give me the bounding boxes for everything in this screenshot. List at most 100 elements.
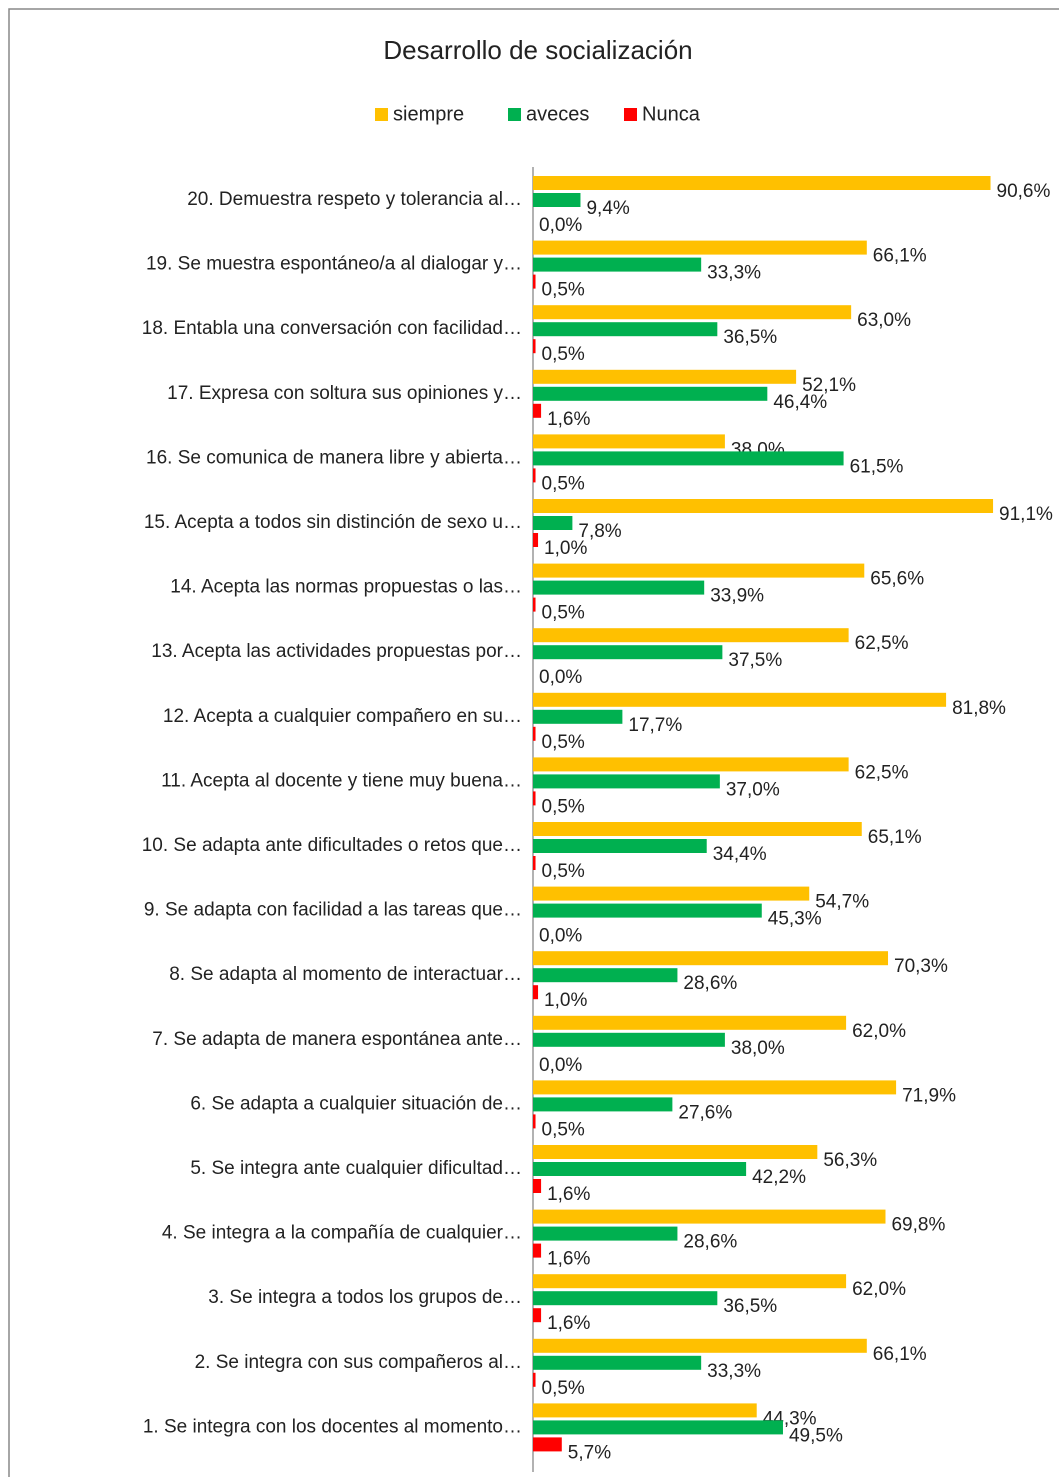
value-label: 0,0% [539, 215, 582, 236]
bar [533, 176, 991, 190]
value-label: 90,6% [997, 181, 1051, 202]
value-label: 65,6% [870, 569, 924, 590]
bar [533, 257, 702, 272]
category-label: 15. Acepta a todos sin distinción de sex… [144, 512, 522, 533]
value-label: 28,6% [683, 1232, 737, 1253]
category-label: 18. Entabla una conversación con facilid… [142, 318, 522, 339]
value-label: 62,5% [855, 633, 909, 654]
value-label: 36,5% [723, 1296, 777, 1317]
bar [533, 403, 542, 418]
category-label: 20. Demuestra respeto y tolerancia al… [187, 189, 522, 210]
bar [533, 386, 768, 401]
legend: siempre aveces Nunca [375, 103, 701, 125]
value-label: 0,5% [542, 280, 585, 301]
value-label: 33,3% [707, 263, 761, 284]
bar [533, 645, 723, 660]
value-label: 27,6% [678, 1102, 732, 1123]
bar [533, 468, 536, 483]
value-label: 63,0% [857, 310, 911, 331]
bar [533, 822, 862, 836]
chart-title: Desarrollo de socialización [383, 35, 692, 65]
value-label: 33,3% [707, 1361, 761, 1382]
value-label: 62,5% [855, 762, 909, 783]
value-label: 1,6% [547, 1184, 590, 1205]
value-label: 54,7% [815, 892, 869, 913]
plot-area: 1. Se integra con los docentes al moment… [142, 167, 1053, 1472]
value-label: 7,8% [578, 521, 621, 542]
value-label: 0,5% [542, 1378, 585, 1399]
bar [533, 1274, 847, 1289]
value-label: 28,6% [683, 973, 737, 994]
legend-swatch [375, 108, 388, 121]
bar [533, 903, 762, 918]
bar [533, 1179, 542, 1193]
value-label: 0,5% [542, 796, 585, 817]
value-label: 81,8% [952, 698, 1006, 719]
bar [533, 1162, 747, 1176]
bar [533, 985, 539, 1000]
value-label: 0,0% [539, 667, 582, 688]
value-label: 17,7% [628, 715, 682, 736]
bar [533, 434, 725, 449]
value-label: 69,8% [891, 1215, 945, 1236]
bar [533, 533, 539, 547]
bar [533, 709, 623, 724]
category-label: 5. Se integra ante cualquier dificultad… [190, 1158, 522, 1179]
category-label: 13. Acepta las actividades propuestas po… [151, 641, 522, 662]
category-label: 6. Se adapta a cualquier situación de… [190, 1093, 522, 1114]
value-label: 71,9% [902, 1085, 956, 1106]
value-label: 49,5% [789, 1425, 843, 1446]
category-label: 11. Acepta al docente y tiene muy buena… [161, 770, 522, 791]
value-label: 0,5% [542, 473, 585, 494]
bar [533, 1209, 886, 1224]
value-label: 66,1% [873, 246, 927, 267]
value-label: 1,6% [547, 1313, 590, 1334]
bar [533, 1355, 702, 1370]
value-label: 0,0% [539, 1055, 582, 1076]
value-label: 34,4% [713, 844, 767, 865]
bar [533, 369, 797, 384]
bar [533, 968, 678, 983]
category-label: 16. Se comunica de manera libre y abiert… [146, 447, 522, 468]
bar [533, 726, 536, 741]
value-label: 70,3% [894, 956, 948, 977]
bar [533, 451, 844, 466]
value-label: 5,7% [568, 1442, 611, 1463]
value-label: 61,5% [850, 456, 904, 477]
category-label: 9. Se adapta con facilidad a las tareas … [144, 900, 522, 921]
value-label: 33,9% [710, 586, 764, 607]
legend-label: Nunca [642, 103, 701, 125]
value-label: 0,5% [542, 732, 585, 753]
bar [533, 1080, 897, 1095]
bar [533, 580, 705, 595]
category-label: 4. Se integra a la compañía de cualquier… [162, 1223, 522, 1244]
bar [533, 757, 849, 772]
value-label: 52,1% [802, 375, 856, 396]
category-label: 7. Se adapta de manera espontánea ante… [152, 1029, 522, 1050]
value-label: 62,0% [852, 1021, 906, 1042]
bar [533, 1437, 562, 1452]
value-label: 66,1% [873, 1344, 927, 1365]
bar [533, 886, 810, 901]
value-label: 0,5% [542, 1119, 585, 1140]
bar [533, 1097, 673, 1112]
bar [533, 1243, 542, 1258]
value-label: 0,0% [539, 926, 582, 947]
value-label: 1,0% [544, 538, 587, 559]
value-label: 45,3% [768, 909, 822, 930]
value-label: 1,6% [547, 1249, 590, 1270]
bar [533, 1032, 725, 1047]
value-label: 1,6% [547, 409, 590, 430]
value-label: 0,5% [542, 603, 585, 624]
bar [533, 1403, 757, 1418]
bar [533, 597, 536, 612]
category-label: 2. Se integra con sus compañeros al… [195, 1352, 522, 1373]
value-label: 65,1% [868, 827, 922, 848]
category-label: 8. Se adapta al momento de interactuar… [169, 964, 522, 985]
bar [533, 516, 573, 530]
value-label: 42,2% [752, 1167, 806, 1188]
value-label: 0,5% [542, 861, 585, 882]
bar [533, 193, 581, 207]
bar [533, 274, 536, 289]
